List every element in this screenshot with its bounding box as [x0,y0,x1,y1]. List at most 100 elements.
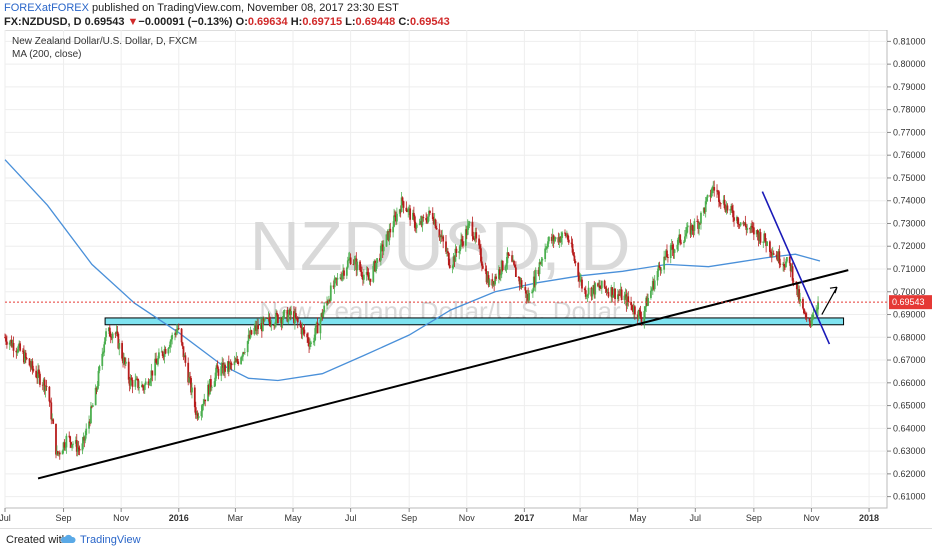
candle [229,359,232,370]
candle [539,261,542,265]
candle [315,321,318,327]
candle [564,229,566,237]
candle-body [224,364,226,372]
candle [176,325,179,332]
candle [571,238,574,255]
candle-body [215,365,218,373]
candle [362,269,365,284]
candle-body [89,421,91,424]
candle-body [288,309,291,315]
candle-body [195,413,198,415]
author-link[interactable]: FOREXatFOREX [4,2,89,14]
candle [293,306,295,325]
candle [142,385,145,394]
candle-body [161,351,164,356]
candle [480,243,482,264]
candle-body [4,337,6,339]
candle-body [756,230,759,234]
candle-body [583,288,586,291]
candle [346,256,349,269]
change-down-icon: ▼ [127,16,139,28]
candle [605,285,608,296]
candle [17,344,20,354]
candle [772,250,775,255]
watermark-symbol: NZDUSD, D [249,207,630,285]
candle [630,296,632,311]
x-tick-label: Sep [746,513,762,523]
price-chart[interactable]: NZDUSD, D New Zealand Dollar/U.S. Dollar… [0,30,932,528]
candle [310,340,312,347]
candle-body [526,294,529,298]
candle-body [473,239,476,240]
candle-body [9,340,12,343]
candle [474,227,477,244]
candle-body [426,220,429,223]
candle-body [310,342,312,344]
candle-body [260,323,262,330]
candle [631,305,633,311]
tradingview-link[interactable]: TradingView [80,534,141,546]
candle-body [107,327,110,332]
candle-body [202,403,205,406]
candle-body [216,365,219,369]
candle [738,223,741,229]
candle [144,378,147,386]
candle-body [514,264,516,268]
candle-body [382,246,385,252]
candle [421,215,424,232]
candle [295,317,298,321]
candle-body [138,387,140,389]
candle [699,222,701,225]
candle [480,256,483,272]
candle-body [328,300,330,303]
candle [448,258,451,269]
candle [408,204,411,216]
candle [697,219,700,234]
candle [121,340,123,361]
candle [560,231,563,247]
candle-body [299,322,302,327]
tradingview-cloud-icon [60,534,76,543]
candle-body [660,269,663,271]
candle [619,282,622,298]
candle-body [413,216,416,228]
candle-body [491,279,494,286]
candle-body [164,348,167,354]
candle [321,308,324,321]
candle-body [49,401,52,403]
candle-body [739,222,742,226]
indicator-label[interactable]: MA (200, close) [12,49,81,60]
candle [541,257,544,267]
candle [531,289,533,294]
candle [427,216,429,224]
candle-body [521,287,524,288]
candle [433,212,436,226]
candle-body [553,239,556,242]
candle-body [702,207,705,213]
candle [804,311,807,320]
candle-body [527,294,530,301]
candle [241,354,243,361]
candle [570,236,573,248]
candle [722,195,725,206]
candle [276,310,278,317]
support-zone-rect [104,317,845,326]
y-tick-label: 0.67000 [893,355,926,365]
candle-body [620,289,623,301]
candle-body [560,237,563,243]
candle-body [149,380,152,384]
candle-body [711,187,714,194]
candle-body [294,313,297,319]
candle [414,221,417,233]
candle [50,397,53,425]
candle [434,218,437,229]
candle [504,265,507,272]
candle [758,228,761,245]
candle [288,308,291,316]
candle-body [313,334,316,342]
candle-body [58,452,61,455]
candle [56,445,58,456]
candle [580,274,582,286]
candle [669,243,672,264]
candle-body [217,368,220,376]
